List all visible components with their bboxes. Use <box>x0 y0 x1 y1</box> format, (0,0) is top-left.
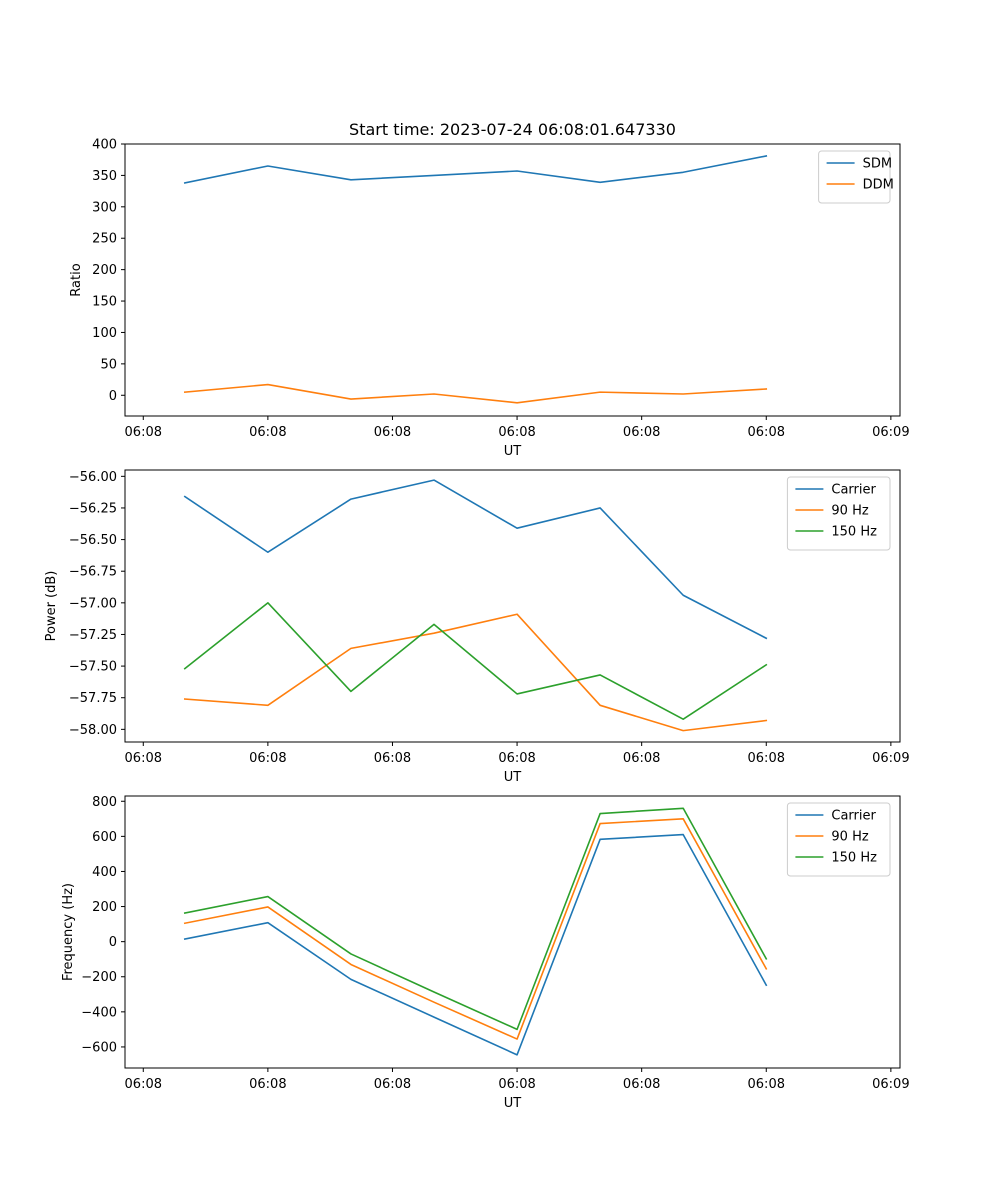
y-tick-label: 0 <box>109 389 117 404</box>
series-line-sdm <box>183 155 768 184</box>
x-tick-label: 06:09 <box>872 1077 909 1092</box>
x-axis-label: UT <box>504 1096 522 1111</box>
y-tick-label: −56.50 <box>69 533 117 548</box>
series-line-150-hz <box>183 807 768 1031</box>
x-tick-label: 06:08 <box>249 1077 286 1092</box>
x-tick-label: 06:08 <box>249 751 286 766</box>
y-tick-label: 350 <box>92 169 117 184</box>
y-tick-label: 200 <box>92 900 117 915</box>
x-axis-label: UT <box>504 444 522 459</box>
y-tick-label: 100 <box>92 326 117 341</box>
axes-frame <box>124 143 901 417</box>
series-group <box>183 807 768 1056</box>
series-line-150-hz <box>183 602 768 721</box>
axes-frame <box>124 469 901 743</box>
x-tick-label: 06:09 <box>872 425 909 440</box>
y-tick-label: −600 <box>81 1040 117 1055</box>
y-tick-label: 150 <box>92 295 117 310</box>
legend: SDM DDM <box>818 150 894 204</box>
y-tick-label: −200 <box>81 970 117 985</box>
y-tick-label: 400 <box>92 138 117 153</box>
y-tick-label: 200 <box>92 263 117 278</box>
x-tick-label: 06:08 <box>374 1077 411 1092</box>
y-tick-label: 50 <box>100 357 117 372</box>
x-tick-label: 06:08 <box>498 1077 535 1092</box>
legend: Carrier 90 Hz 150 Hz <box>786 476 891 551</box>
legend-label: 90 Hz <box>831 830 868 845</box>
x-tick-label: 06:08 <box>623 751 660 766</box>
legend-label: DDM <box>863 178 894 193</box>
series-line-carrier <box>183 479 768 640</box>
legend-box <box>818 150 891 204</box>
y-tick-label: 300 <box>92 200 117 215</box>
y-tick-label: 600 <box>92 830 117 845</box>
x-tick-label: 06:08 <box>125 751 162 766</box>
series-line-90-hz <box>183 818 768 1040</box>
x-tick-label: 06:08 <box>748 1077 785 1092</box>
y-tick-label: 800 <box>92 795 117 810</box>
series-line-ddm <box>183 383 768 404</box>
y-tick-label: 400 <box>92 865 117 880</box>
chart-panel-3: 06:08 06:08 06:08 06:08 06:08 06:08 06:09 −600 −… <box>61 795 910 1111</box>
series-group <box>183 479 768 732</box>
legend: Carrier 90 Hz 150 Hz <box>786 802 891 877</box>
y-tick-label: −58.00 <box>69 723 117 738</box>
x-tick-label: 06:08 <box>498 751 535 766</box>
chart-panel-2: 06:08 06:08 06:08 06:08 06:08 06:08 06:09 −58.0… <box>44 469 910 785</box>
x-tick-label: 06:08 <box>125 1077 162 1092</box>
y-tick-label: 0 <box>109 935 117 950</box>
legend-label: SDM <box>863 157 892 172</box>
series-group <box>183 155 768 404</box>
series-line-90-hz <box>183 613 768 732</box>
y-tick-label: −56.75 <box>69 565 117 580</box>
x-tick-label: 06:08 <box>374 425 411 440</box>
x-tick-label: 06:08 <box>748 751 785 766</box>
axes-frame <box>124 795 901 1069</box>
y-tick-label: −57.50 <box>69 660 117 675</box>
y-axis-label: Frequency (Hz) <box>61 883 76 981</box>
x-tick-label: 06:09 <box>872 751 909 766</box>
y-tick-label: −56.25 <box>69 501 117 516</box>
x-tick-label: 06:08 <box>374 751 411 766</box>
legend-label: 150 Hz <box>831 851 877 866</box>
x-tick-label: 06:08 <box>498 425 535 440</box>
y-axis-label: Power (dB) <box>44 571 59 642</box>
chart-panel-1: 06:08 06:08 06:08 06:08 06:08 06:08 06:09 0 50 10… <box>69 120 909 459</box>
y-tick-label: −57.75 <box>69 691 117 706</box>
legend-label: 90 Hz <box>831 504 868 519</box>
y-axis-label: Ratio <box>69 263 84 296</box>
x-tick-label: 06:08 <box>748 425 785 440</box>
x-tick-label: 06:08 <box>125 425 162 440</box>
x-tick-label: 06:08 <box>249 425 286 440</box>
y-tick-label: −57.25 <box>69 628 117 643</box>
y-tick-label: −57.00 <box>69 596 117 611</box>
y-tick-label: 250 <box>92 232 117 247</box>
x-tick-label: 06:08 <box>623 1077 660 1092</box>
legend-label: Carrier <box>831 483 876 498</box>
y-tick-label: −56.00 <box>69 470 117 485</box>
series-line-carrier <box>183 833 768 1056</box>
x-axis-label: UT <box>504 770 522 785</box>
legend-label: 150 Hz <box>831 525 877 540</box>
legend-label: Carrier <box>831 809 876 824</box>
y-tick-label: −400 <box>81 1005 117 1020</box>
chart-title: Start time: 2023-07-24 06:08:01.647330 <box>349 120 676 139</box>
x-tick-label: 06:08 <box>623 425 660 440</box>
